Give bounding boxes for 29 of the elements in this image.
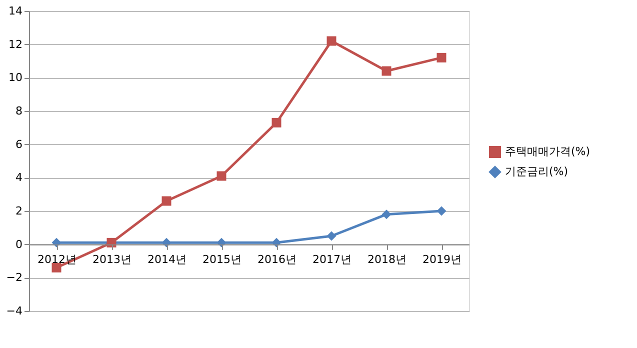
- y-tick-label: 12: [8, 38, 22, 51]
- x-tick-label: 2016년: [258, 252, 296, 266]
- point: [326, 231, 336, 241]
- y-tick-label: 0: [16, 238, 22, 251]
- x-tick-label: 2013년: [92, 252, 132, 266]
- y-tick-label: 2: [16, 204, 22, 218]
- point: [382, 66, 392, 76]
- x-tick-label: 2017년: [312, 252, 352, 266]
- point: [326, 36, 336, 46]
- y-tick-label: 8: [16, 104, 22, 118]
- x-tick-label: 2014년: [148, 252, 186, 266]
- x-tick-label: 2012년: [38, 252, 76, 266]
- x-tick-label: 2018년: [368, 252, 406, 266]
- y-tick-label: 10: [8, 71, 22, 84]
- y-tick-label: 4: [16, 171, 22, 184]
- legend-label: 기준금리(%): [505, 165, 568, 178]
- point: [436, 52, 446, 62]
- point: [436, 206, 446, 216]
- point: [382, 210, 392, 220]
- point: [162, 196, 172, 206]
- point: [216, 171, 226, 181]
- y-tick-label: −2: [6, 271, 22, 284]
- y-tick-label: 6: [16, 138, 22, 151]
- x-tick-label: 2015년: [202, 252, 242, 266]
- legend-label: 주택매매가격(%): [505, 145, 590, 158]
- x-tick-label: 2019년: [422, 252, 462, 266]
- point: [272, 118, 282, 128]
- y-tick-label: −4: [6, 304, 22, 318]
- y-tick-label: 14: [8, 4, 22, 18]
